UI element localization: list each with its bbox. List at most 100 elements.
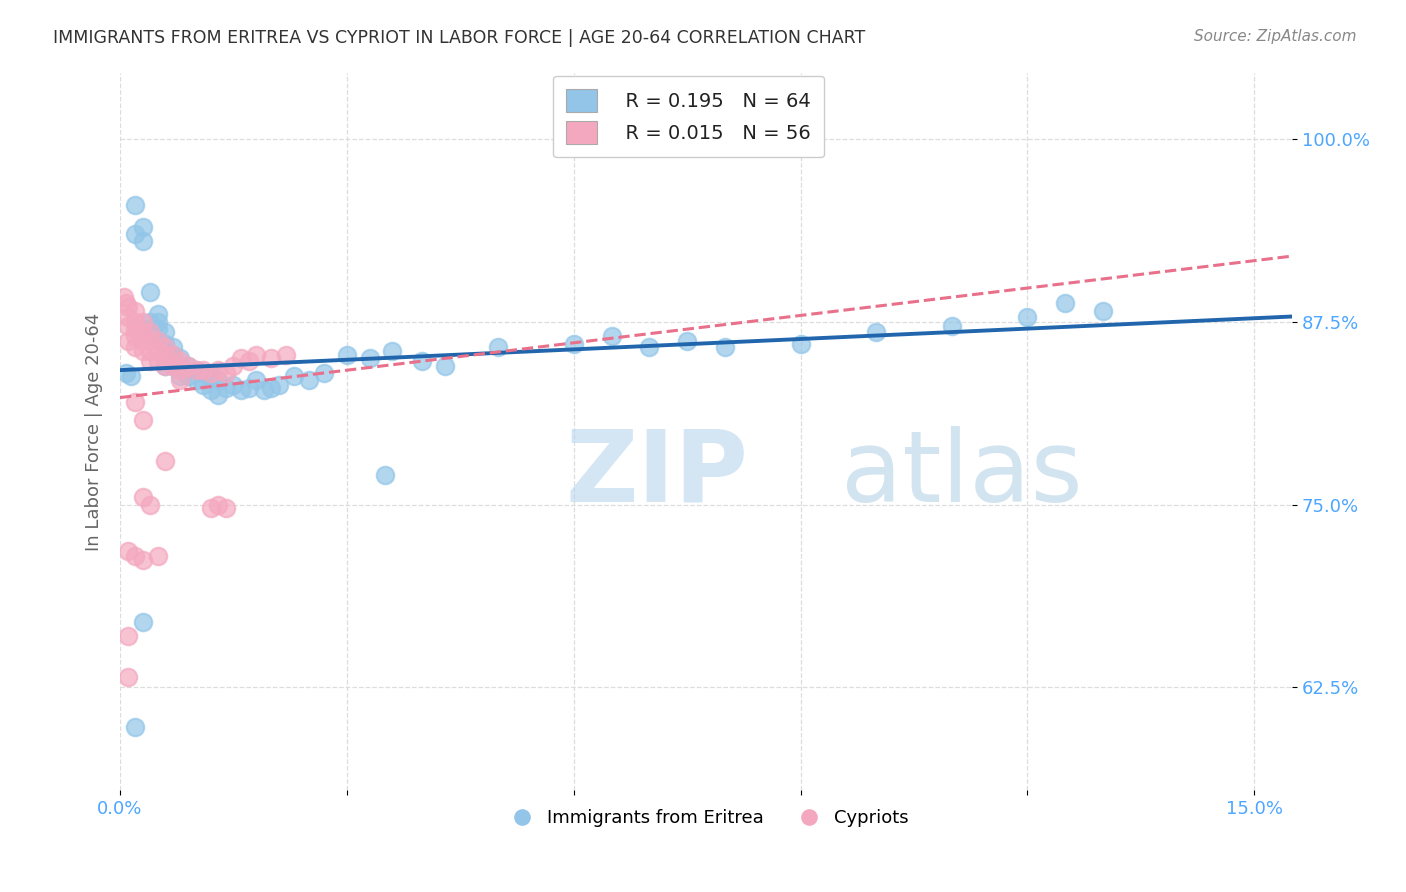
Point bbox=[267, 377, 290, 392]
Point bbox=[155, 343, 177, 358]
Point bbox=[169, 373, 191, 387]
Point bbox=[374, 468, 396, 483]
Point bbox=[169, 351, 191, 366]
Point bbox=[1017, 310, 1039, 325]
Point bbox=[146, 549, 169, 563]
Point bbox=[229, 384, 252, 398]
Point bbox=[131, 322, 153, 336]
Y-axis label: In Labor Force | Age 20-64: In Labor Force | Age 20-64 bbox=[86, 312, 103, 550]
Point bbox=[207, 498, 229, 512]
Point bbox=[229, 351, 252, 366]
Point bbox=[139, 285, 162, 300]
Point bbox=[1054, 295, 1077, 310]
Point bbox=[184, 363, 207, 377]
Point bbox=[139, 354, 162, 368]
Point bbox=[131, 219, 153, 234]
Point bbox=[411, 354, 433, 368]
Point bbox=[117, 319, 139, 334]
Point bbox=[215, 500, 238, 515]
Point bbox=[131, 490, 153, 504]
Point bbox=[169, 368, 191, 383]
Point bbox=[162, 348, 184, 362]
Point bbox=[124, 549, 146, 563]
Point bbox=[112, 290, 135, 304]
Point bbox=[124, 227, 146, 241]
Point bbox=[381, 343, 404, 358]
Point bbox=[124, 197, 146, 211]
Point bbox=[131, 334, 153, 348]
Point bbox=[676, 334, 699, 348]
Point bbox=[131, 413, 153, 427]
Point bbox=[222, 359, 245, 373]
Point bbox=[131, 325, 153, 339]
Point bbox=[215, 380, 238, 394]
Point bbox=[207, 373, 229, 387]
Text: Source: ZipAtlas.com: Source: ZipAtlas.com bbox=[1194, 29, 1357, 44]
Point bbox=[155, 359, 177, 373]
Point bbox=[120, 368, 142, 383]
Point bbox=[789, 336, 811, 351]
Point bbox=[177, 368, 200, 383]
Point bbox=[115, 366, 138, 380]
Point bbox=[146, 343, 169, 358]
Point bbox=[245, 373, 267, 387]
Point bbox=[162, 359, 184, 373]
Point bbox=[155, 348, 177, 362]
Point bbox=[283, 368, 305, 383]
Point bbox=[117, 310, 139, 325]
Point bbox=[1092, 304, 1115, 318]
Point bbox=[162, 359, 184, 373]
Point bbox=[131, 234, 153, 248]
Point bbox=[146, 322, 169, 336]
Point bbox=[117, 544, 139, 558]
Point bbox=[124, 340, 146, 354]
Point bbox=[169, 361, 191, 376]
Point bbox=[131, 315, 153, 329]
Point bbox=[117, 629, 139, 643]
Point bbox=[131, 343, 153, 358]
Point bbox=[155, 359, 177, 373]
Point bbox=[131, 615, 153, 629]
Point bbox=[865, 325, 887, 339]
Point bbox=[177, 359, 200, 373]
Point bbox=[115, 295, 138, 310]
Point bbox=[124, 395, 146, 409]
Point bbox=[714, 340, 737, 354]
Point bbox=[169, 354, 191, 368]
Point bbox=[139, 325, 162, 339]
Text: IMMIGRANTS FROM ERITREA VS CYPRIOT IN LABOR FORCE | AGE 20-64 CORRELATION CHART: IMMIGRANTS FROM ERITREA VS CYPRIOT IN LA… bbox=[53, 29, 866, 46]
Point bbox=[200, 384, 222, 398]
Point bbox=[434, 359, 457, 373]
Point bbox=[253, 384, 276, 398]
Point bbox=[260, 380, 283, 394]
Point bbox=[117, 300, 139, 314]
Point bbox=[207, 388, 229, 402]
Point bbox=[562, 336, 585, 351]
Text: atlas: atlas bbox=[841, 426, 1083, 523]
Point bbox=[155, 453, 177, 467]
Legend: Immigrants from Eritrea, Cypriots: Immigrants from Eritrea, Cypriots bbox=[496, 802, 915, 835]
Point bbox=[298, 373, 321, 387]
Point bbox=[146, 315, 169, 329]
Point bbox=[146, 334, 169, 348]
Point bbox=[600, 329, 623, 343]
Point bbox=[139, 498, 162, 512]
Point bbox=[162, 340, 184, 354]
Point bbox=[314, 366, 336, 380]
Point bbox=[131, 553, 153, 567]
Point bbox=[146, 354, 169, 368]
Text: ZIP: ZIP bbox=[565, 426, 748, 523]
Point bbox=[215, 366, 238, 380]
Point bbox=[139, 315, 162, 329]
Point bbox=[155, 340, 177, 354]
Point bbox=[124, 329, 146, 343]
Point bbox=[162, 348, 184, 362]
Point bbox=[207, 363, 229, 377]
Point bbox=[200, 366, 222, 380]
Point bbox=[184, 373, 207, 387]
Point bbox=[245, 348, 267, 362]
Point bbox=[191, 377, 214, 392]
Point bbox=[200, 500, 222, 515]
Point bbox=[222, 377, 245, 392]
Point bbox=[359, 351, 381, 366]
